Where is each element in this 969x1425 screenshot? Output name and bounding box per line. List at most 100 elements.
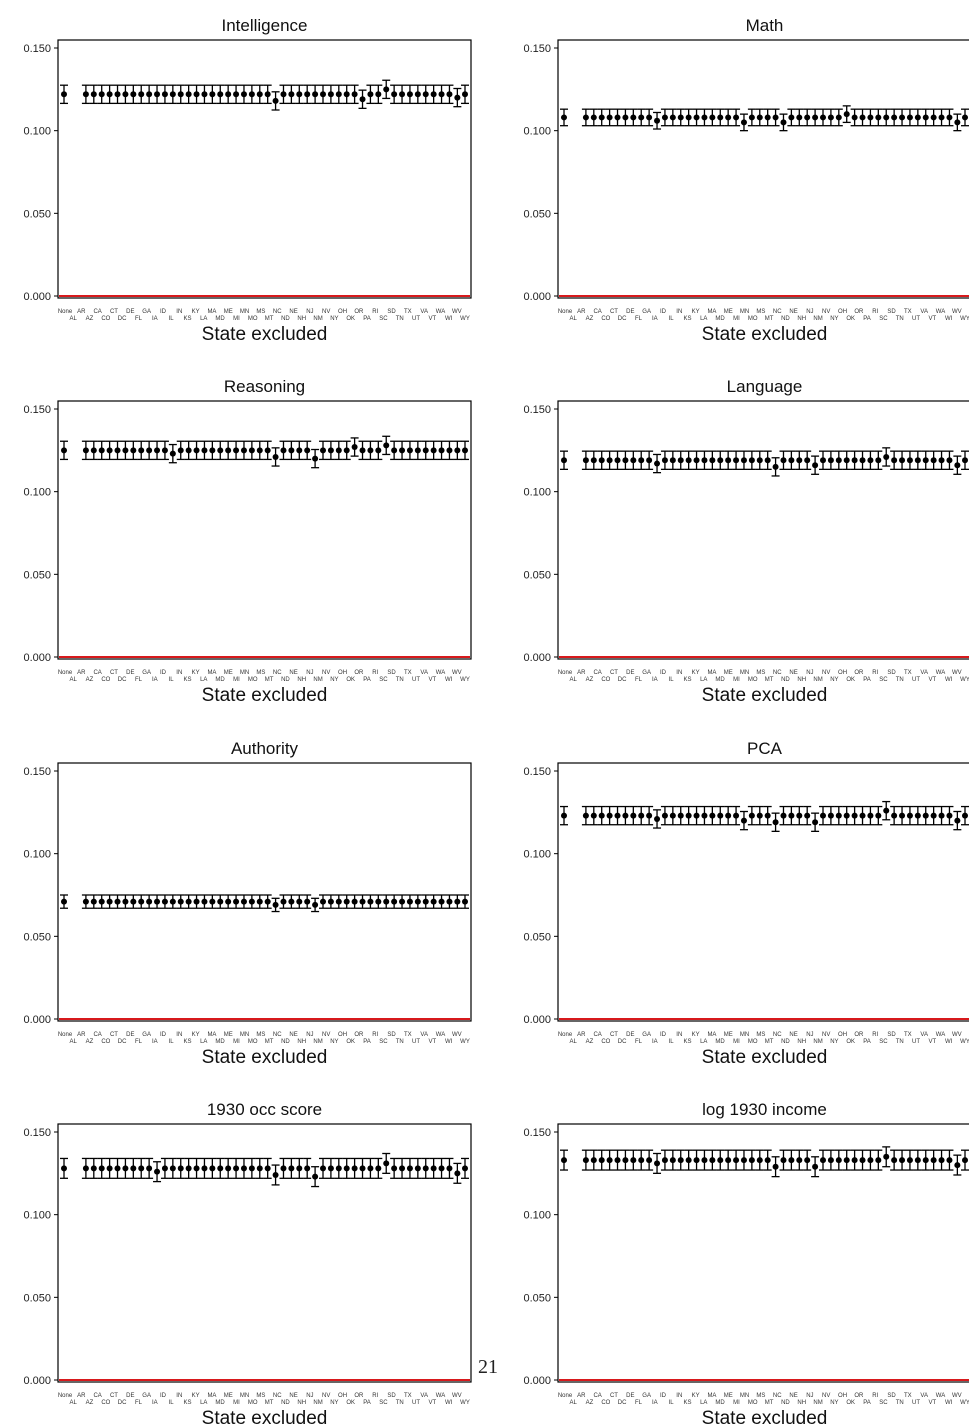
x-tick-label-bottom: CO xyxy=(101,316,110,322)
x-tick-label-top: OR xyxy=(854,309,864,315)
data-point xyxy=(437,84,446,105)
data-point xyxy=(866,1149,875,1171)
point-estimate xyxy=(454,1170,461,1177)
x-tick-label-bottom: FL xyxy=(135,1039,143,1045)
point-estimate xyxy=(399,1165,406,1172)
data-point xyxy=(795,805,804,826)
point-estimate xyxy=(146,447,153,454)
x-tick-label-top: IN xyxy=(176,1393,182,1399)
x-tick-label-bottom: FL xyxy=(635,1400,643,1406)
point-estimate xyxy=(654,815,661,822)
point-estimate xyxy=(98,91,105,98)
point-estimate xyxy=(764,1157,771,1164)
data-point xyxy=(382,79,391,100)
data-point xyxy=(921,805,930,826)
data-point xyxy=(692,108,701,127)
point-estimate xyxy=(438,447,445,454)
point-estimate xyxy=(351,444,358,451)
x-tick-label-top: VA xyxy=(420,1032,428,1038)
data-point xyxy=(153,1161,162,1183)
data-point xyxy=(398,84,407,105)
x-tick-label-bottom: TN xyxy=(396,316,404,322)
plot-frame xyxy=(57,1123,472,1383)
point-estimate xyxy=(454,447,461,454)
y-tick-label: 0.050 xyxy=(23,1292,51,1304)
x-tick-label-bottom: NM xyxy=(813,316,822,322)
data-point xyxy=(787,450,796,470)
point-estimate xyxy=(661,812,668,819)
x-tick-label-bottom: ND xyxy=(281,677,290,683)
data-point xyxy=(303,440,312,461)
x-tick-label-bottom: KS xyxy=(683,677,691,683)
data-point xyxy=(137,894,146,909)
data-point xyxy=(676,450,685,470)
data-point xyxy=(413,440,422,461)
x-tick-label-top: NC xyxy=(273,1032,282,1038)
data-point xyxy=(811,455,820,475)
data-point xyxy=(445,1157,454,1179)
data-point xyxy=(929,450,938,470)
data-point xyxy=(350,84,359,105)
x-tick-label-bottom: AL xyxy=(569,1400,577,1406)
point-estimate xyxy=(709,114,716,121)
point-estimate xyxy=(899,1157,906,1164)
x-tick-label-top: IN xyxy=(676,309,682,315)
data-point xyxy=(287,440,296,461)
y-tick-label: 0.000 xyxy=(23,1014,51,1026)
point-estimate xyxy=(406,91,413,98)
x-tick-label-top: NE xyxy=(789,670,797,676)
point-estimate xyxy=(414,91,421,98)
x-tick-label-bottom: MO xyxy=(748,677,758,683)
data-point xyxy=(89,1157,98,1179)
point-estimate xyxy=(161,1165,168,1172)
data-point xyxy=(216,894,225,909)
point-estimate xyxy=(296,91,303,98)
y-tick-label: 0.100 xyxy=(23,849,51,861)
x-tick-label-top: NC xyxy=(773,1393,782,1399)
point-estimate xyxy=(327,91,334,98)
point-estimate xyxy=(614,1157,621,1164)
point-estimate xyxy=(725,457,732,464)
data-point xyxy=(779,450,788,470)
data-point xyxy=(263,440,272,461)
point-estimate xyxy=(646,1157,653,1164)
point-estimate xyxy=(764,114,771,121)
x-tick-label-top: MN xyxy=(240,1032,249,1038)
x-tick-label-top: MS xyxy=(756,309,765,315)
point-estimate xyxy=(106,447,113,454)
point-estimate xyxy=(288,1165,295,1172)
point-estimate xyxy=(185,898,192,905)
x-tick-label-top: VA xyxy=(420,1393,428,1399)
data-point xyxy=(850,805,859,826)
data-point xyxy=(732,1149,741,1171)
x-tick-label-top: SD xyxy=(387,309,396,315)
data-point xyxy=(358,1157,367,1179)
y-tick-label: 0.150 xyxy=(523,1127,551,1139)
x-tick-label-top: NV xyxy=(822,309,830,315)
data-point xyxy=(826,450,835,470)
y-tick-label: 0.150 xyxy=(523,43,551,55)
point-estimate xyxy=(661,457,668,464)
point-estimate xyxy=(638,457,645,464)
x-tick-label-top: ME xyxy=(224,670,233,676)
data-point xyxy=(303,1157,312,1179)
data-point xyxy=(581,450,590,470)
x-tick-label-top: NE xyxy=(289,670,297,676)
data-point xyxy=(192,894,201,909)
x-tick-label-top: ID xyxy=(160,309,167,315)
point-estimate xyxy=(669,812,676,819)
point-estimate xyxy=(414,898,421,905)
point-estimate xyxy=(138,447,145,454)
x-tick-label-top: CA xyxy=(93,309,101,315)
point-estimate xyxy=(820,457,827,464)
point-estimate xyxy=(922,457,929,464)
point-estimate xyxy=(312,901,319,908)
point-estimate xyxy=(343,447,350,454)
point-estimate xyxy=(922,1157,929,1164)
data-point xyxy=(358,440,367,461)
x-tick-label-bottom: IL xyxy=(669,316,675,322)
data-point xyxy=(866,805,875,826)
x-tick-label-bottom: FL xyxy=(135,677,143,683)
point-estimate xyxy=(233,898,240,905)
data-point xyxy=(739,450,748,470)
